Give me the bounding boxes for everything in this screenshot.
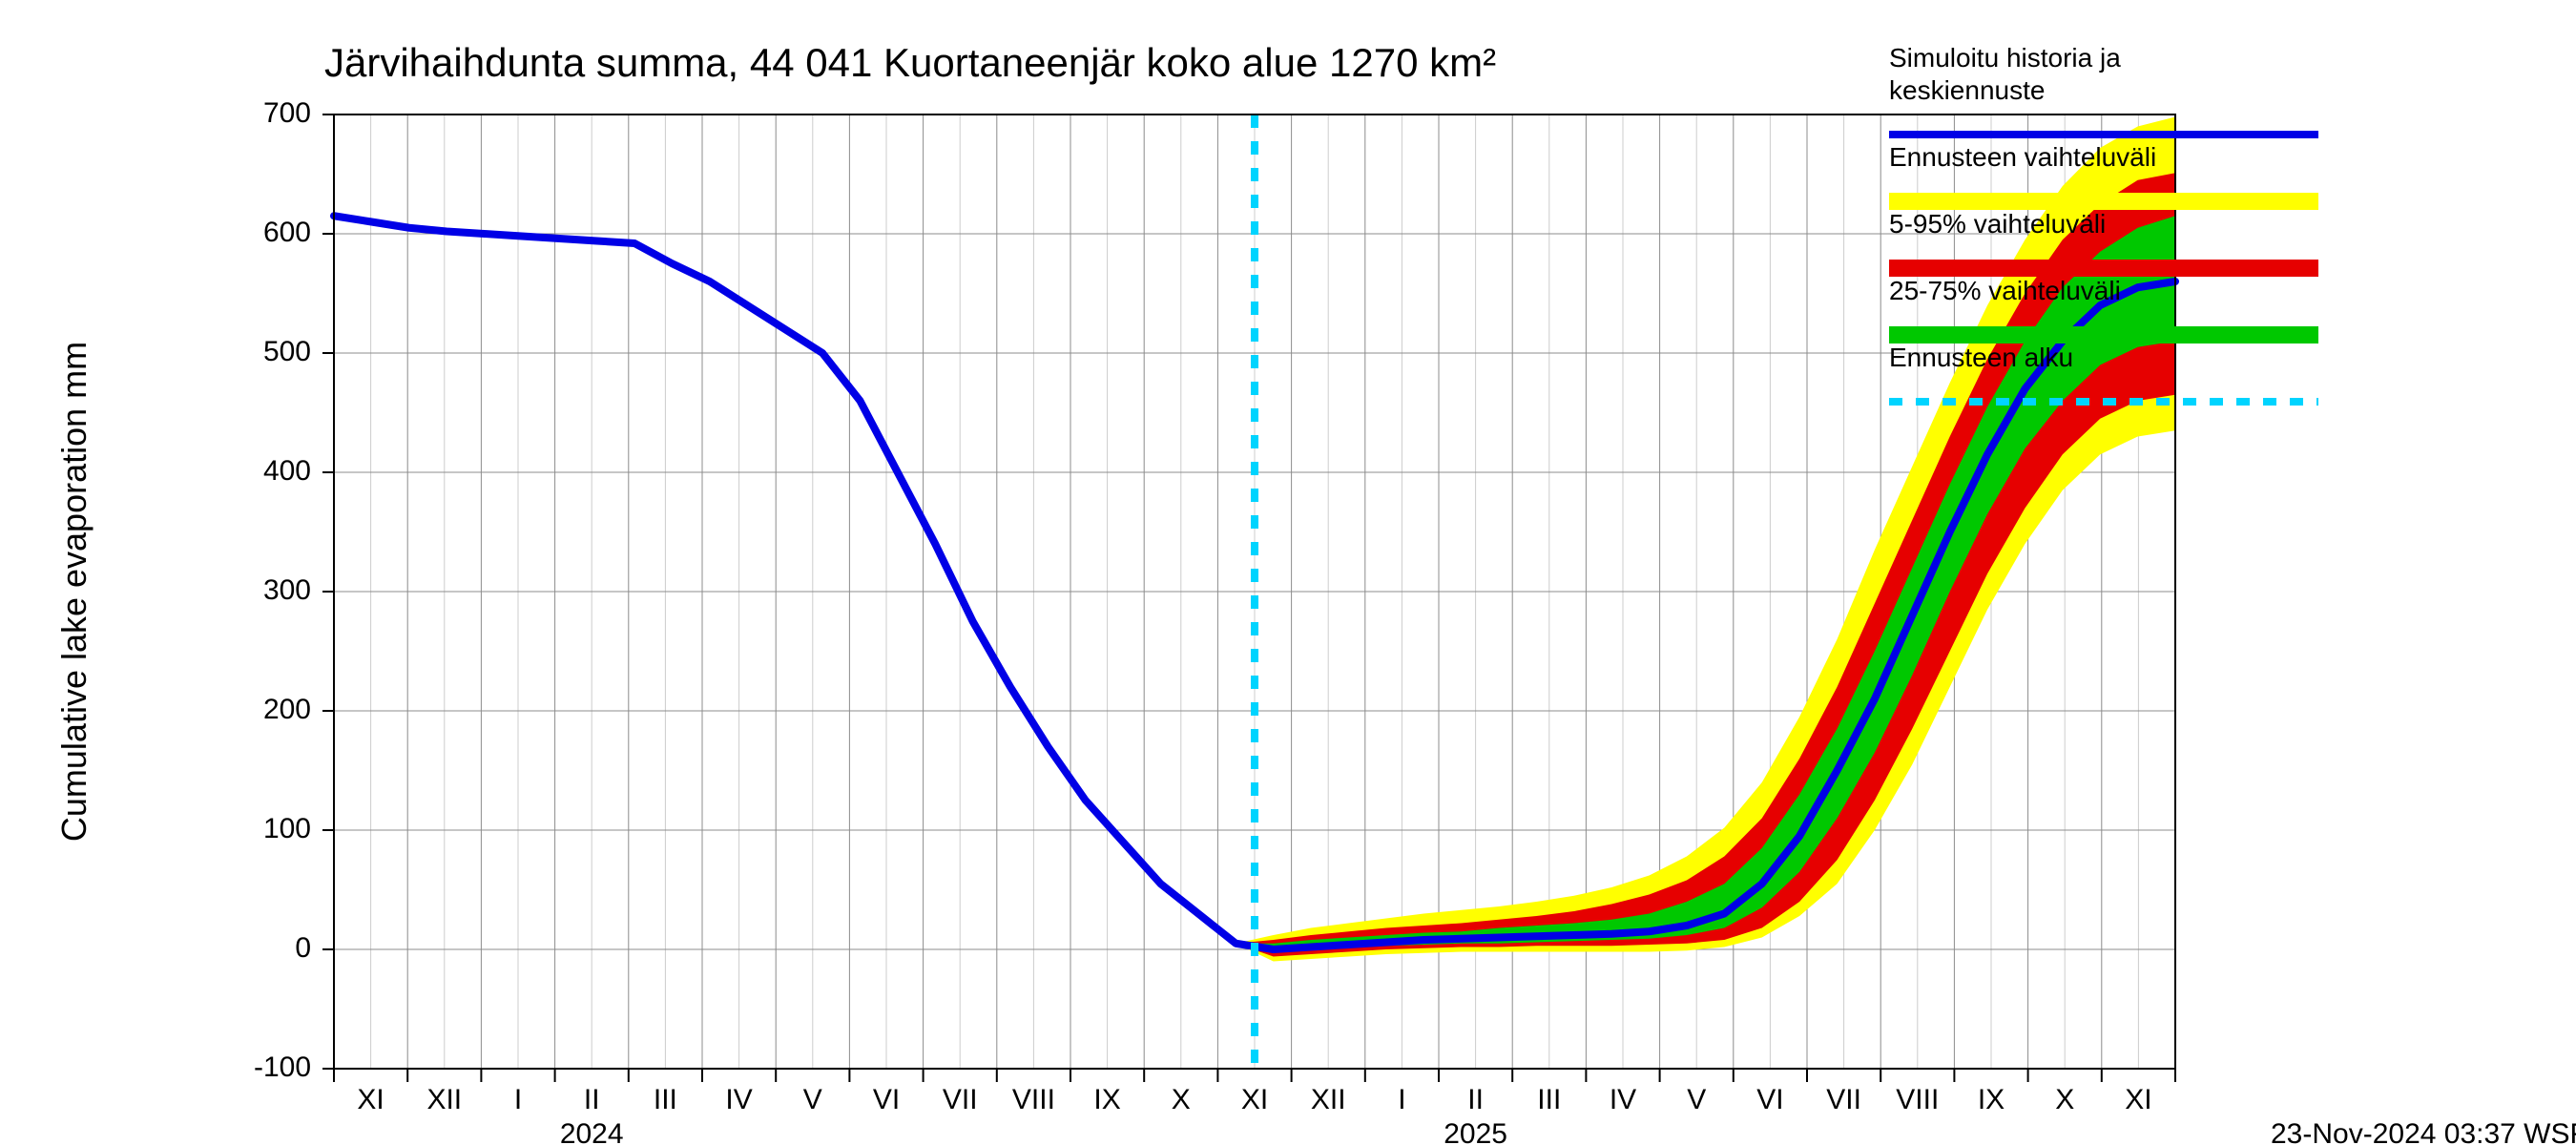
legend-label: Ennusteen alku [1889, 343, 2073, 372]
x-month-label: XI [1241, 1084, 1268, 1115]
x-month-label: IX [1093, 1084, 1120, 1115]
x-year-label: 2025 [1444, 1118, 1507, 1145]
x-month-label: IV [1610, 1084, 1636, 1115]
legend-swatch [1889, 260, 2318, 277]
y-tick-label: 0 [295, 932, 311, 964]
y-tick-label: 400 [263, 455, 311, 487]
y-tick-label: 100 [263, 813, 311, 844]
y-tick-label: 500 [263, 336, 311, 367]
x-month-label: XI [2125, 1084, 2151, 1115]
legend-label: Simuloitu historia ja [1889, 43, 2121, 73]
x-month-label: X [2055, 1084, 2074, 1115]
chart-title: Järvihaihdunta summa, 44 041 Kuortaneenj… [324, 40, 1496, 85]
x-month-label: III [654, 1084, 677, 1115]
x-month-label: XI [357, 1084, 384, 1115]
x-month-label: VI [873, 1084, 900, 1115]
x-month-label: VII [1826, 1084, 1861, 1115]
x-month-label: III [1537, 1084, 1561, 1115]
x-month-label: V [1687, 1084, 1706, 1115]
x-month-label: XII [1311, 1084, 1346, 1115]
y-tick-label: -100 [254, 1051, 311, 1083]
y-axis-label: Cumulative lake evaporation mm [54, 342, 93, 842]
x-month-label: IX [1978, 1084, 2005, 1115]
x-month-label: VIII [1012, 1084, 1055, 1115]
legend-label: 25-75% vaihteluväli [1889, 276, 2121, 305]
x-month-label: X [1172, 1084, 1191, 1115]
y-tick-label: 200 [263, 694, 311, 725]
x-month-label: XII [426, 1084, 462, 1115]
x-month-label: VII [943, 1084, 978, 1115]
x-month-label: I [1398, 1084, 1405, 1115]
legend-label: keskiennuste [1889, 75, 2045, 105]
x-month-label: II [584, 1084, 600, 1115]
x-month-label: I [514, 1084, 522, 1115]
y-tick-label: 700 [263, 97, 311, 129]
legend-label: Ennusteen vaihteluväli [1889, 142, 2156, 172]
chart: -1000100200300400500600700XIXIIIIIIIIIVV… [0, 0, 2576, 1145]
y-tick-label: 600 [263, 217, 311, 248]
x-month-label: V [803, 1084, 822, 1115]
x-month-label: II [1467, 1084, 1484, 1115]
legend-swatch [1889, 326, 2318, 344]
y-tick-label: 300 [263, 574, 311, 606]
legend-swatch [1889, 193, 2318, 210]
x-year-label: 2024 [560, 1118, 624, 1145]
legend-label: 5-95% vaihteluväli [1889, 209, 2106, 239]
x-month-label: VI [1756, 1084, 1783, 1115]
footer-timestamp: 23-Nov-2024 03:37 WSFS-O [2271, 1118, 2576, 1145]
x-month-label: IV [725, 1084, 752, 1115]
x-month-label: VIII [1896, 1084, 1939, 1115]
